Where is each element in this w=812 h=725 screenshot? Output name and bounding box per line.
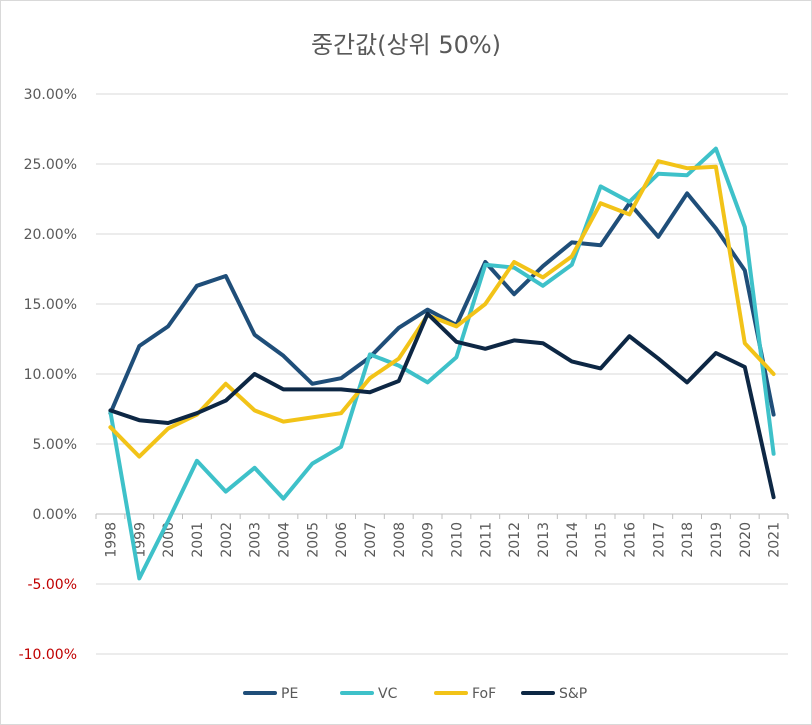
x-tick-label: 2002 bbox=[219, 522, 235, 558]
series-line-pe bbox=[108, 191, 776, 417]
x-tick-label: 2011 bbox=[478, 522, 494, 558]
x-tick-label: 2009 bbox=[421, 522, 437, 558]
x-tick-label: 2017 bbox=[651, 522, 667, 558]
x-tick-label: 2010 bbox=[449, 522, 465, 558]
legend-label: PE bbox=[281, 686, 298, 702]
series-lines bbox=[108, 146, 776, 581]
x-tick-label: 2005 bbox=[305, 522, 321, 558]
chart-title: 중간값(상위 50%) bbox=[311, 31, 501, 59]
y-tick-label: -5.00% bbox=[27, 577, 77, 593]
x-tick-label: 2003 bbox=[248, 522, 264, 558]
x-tick-label: 2018 bbox=[680, 522, 696, 558]
gridlines bbox=[95, 93, 789, 655]
x-tick-label: 2014 bbox=[565, 522, 581, 558]
y-tick-label: 10.00% bbox=[24, 367, 77, 383]
x-tick-label: 2006 bbox=[334, 522, 350, 558]
series-line-vc bbox=[108, 146, 776, 581]
legend-label: VC bbox=[378, 686, 398, 702]
y-tick-label: 0.00% bbox=[33, 507, 77, 523]
series-line-fof bbox=[108, 159, 776, 459]
x-tick-label: 1998 bbox=[103, 522, 119, 558]
y-tick-label: -10.00% bbox=[19, 647, 77, 663]
x-tick-label: 2021 bbox=[767, 522, 783, 558]
series-line-sp bbox=[108, 311, 776, 500]
x-tick-label: 2007 bbox=[363, 522, 379, 558]
y-tick-label: 15.00% bbox=[24, 297, 77, 313]
x-tick-label: 2001 bbox=[190, 522, 206, 558]
legend-label: FoF bbox=[472, 686, 496, 702]
x-tick-label: 2019 bbox=[709, 522, 725, 558]
y-axis-tick-labels: 30.00% 25.00% 20.00% 15.00% 10.00% 5.00% 0.00%… bbox=[19, 87, 77, 663]
legend: PE VC FoF S&P bbox=[243, 686, 587, 702]
x-tick-label: 2016 bbox=[622, 522, 638, 558]
y-tick-label: 30.00% bbox=[24, 87, 77, 103]
x-axis-tick-labels: 1998 1999 2000 2001 2002 2003 2004 2005 2006 2007… bbox=[103, 522, 782, 558]
legend-label: S&P bbox=[559, 686, 587, 702]
y-tick-label: 25.00% bbox=[24, 157, 77, 173]
x-tick-label: 2008 bbox=[392, 522, 408, 558]
x-tick-label: 2015 bbox=[594, 522, 610, 558]
x-tick-label: 2012 bbox=[507, 522, 523, 558]
y-tick-label: 20.00% bbox=[24, 227, 77, 243]
y-tick-label: 5.00% bbox=[33, 437, 77, 453]
x-tick-label: 1999 bbox=[132, 522, 148, 558]
x-tick-label: 2013 bbox=[536, 522, 552, 558]
x-tick-label: 2004 bbox=[276, 522, 292, 558]
x-tick-label: 2020 bbox=[738, 522, 754, 558]
